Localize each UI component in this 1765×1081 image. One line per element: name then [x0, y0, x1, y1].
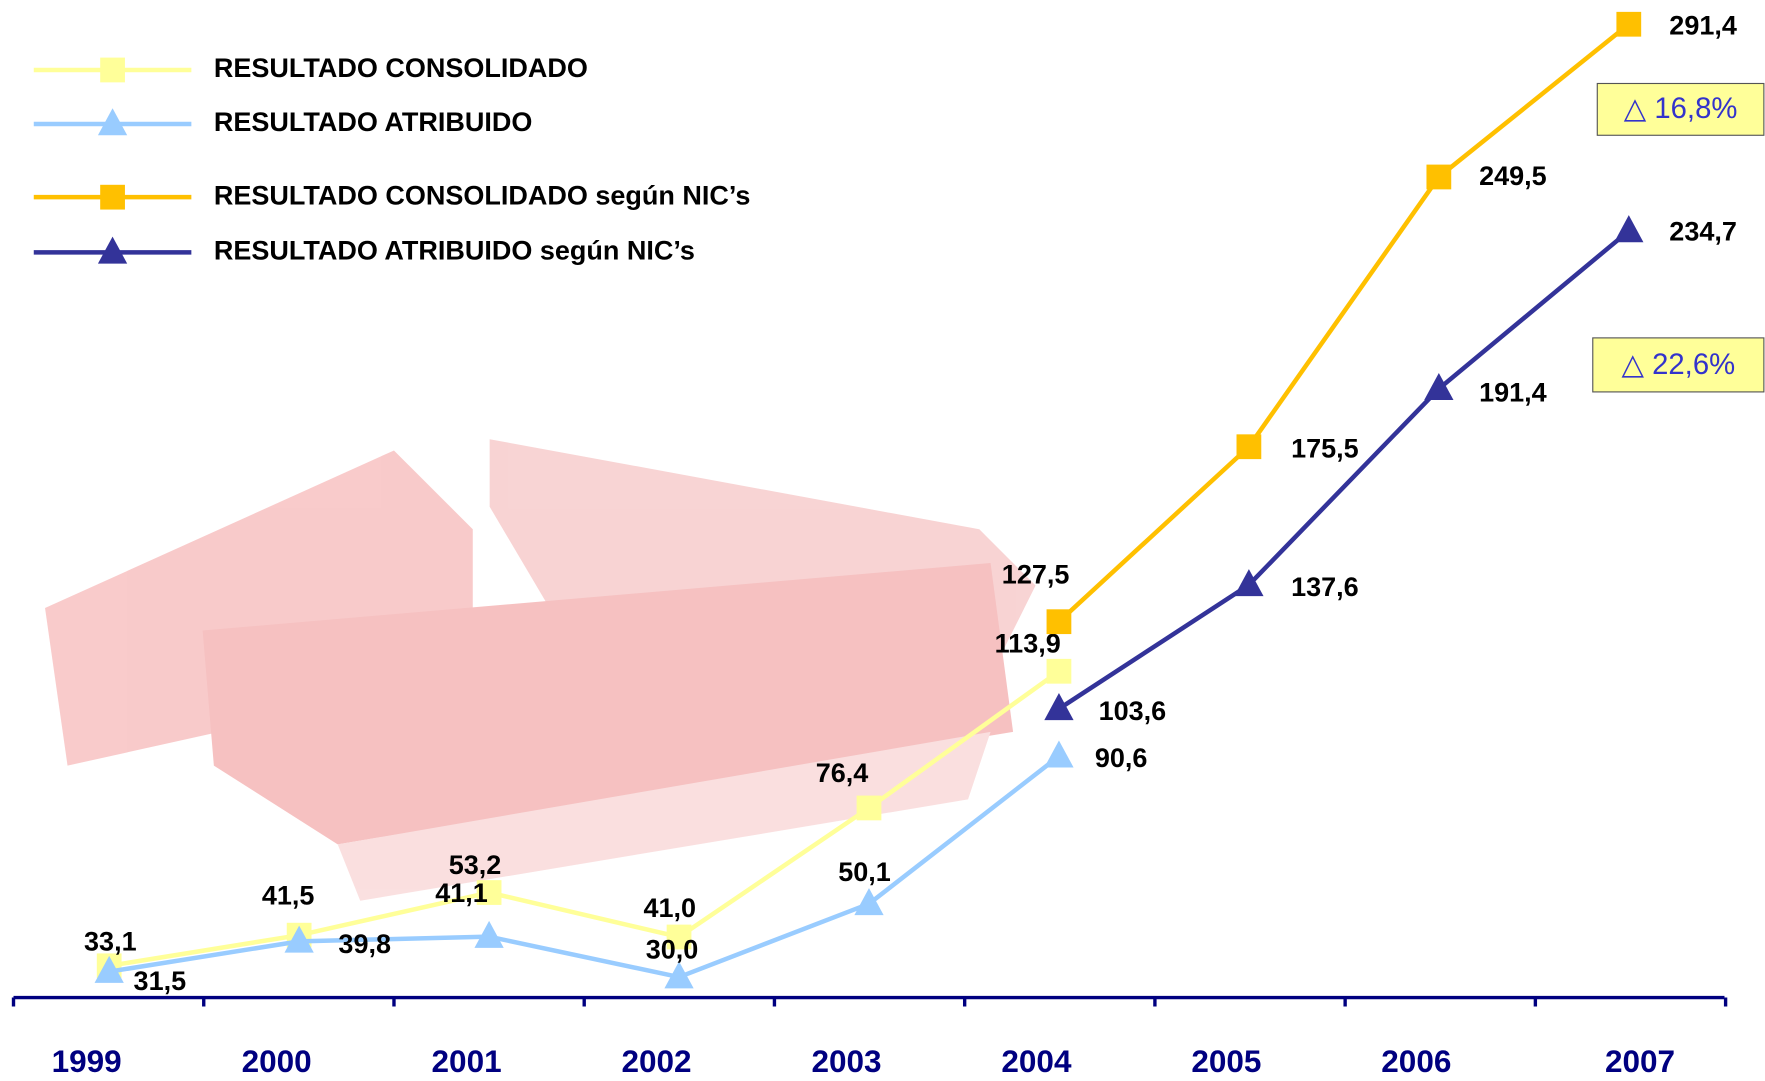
data-label: 39,8	[338, 929, 391, 959]
marker	[94, 955, 124, 983]
data-label: 191,4	[1479, 377, 1547, 407]
marker	[284, 925, 314, 953]
annotation-box	[1596, 82, 1765, 136]
marker	[476, 880, 502, 905]
marker	[97, 236, 128, 264]
marker	[1234, 569, 1264, 597]
marker	[1424, 373, 1454, 401]
annotation: △ 22,6%	[1622, 349, 1736, 381]
x-tick-label: 2002	[621, 1043, 691, 1079]
marker	[1046, 658, 1072, 684]
data-label: 33,1	[84, 927, 137, 957]
x-tick-label: 2006	[1381, 1043, 1451, 1079]
marker	[1614, 215, 1644, 243]
annotation-box	[1592, 337, 1765, 393]
x-tick-label: 1999	[52, 1043, 122, 1079]
legend-label: RESULTADO CONSOLIDADO según NIC’s	[214, 180, 751, 210]
marker	[854, 888, 884, 916]
data-label: 41,1	[435, 878, 488, 908]
data-label: 234,7	[1669, 216, 1737, 246]
background-illustration	[45, 439, 1036, 901]
marker	[100, 57, 125, 83]
marker	[474, 920, 504, 948]
data-label: 41,5	[262, 880, 315, 910]
marker	[664, 961, 694, 989]
legend-label: RESULTADO ATRIBUIDO	[214, 107, 532, 137]
data-label: 175,5	[1291, 434, 1359, 464]
series-line	[1057, 22, 1631, 624]
x-tick-label: 2004	[1001, 1043, 1072, 1079]
marker	[97, 108, 128, 136]
marker	[856, 795, 882, 821]
series-line	[1057, 229, 1631, 711]
annotation: △ 16,8%	[1624, 93, 1738, 125]
legend: RESULTADO CONSOLIDADO RESULTADO ATRIBUIDO…	[33, 53, 751, 265]
marker	[1044, 693, 1074, 721]
data-label: 53,2	[449, 850, 502, 880]
x-tick-label: 2003	[811, 1043, 881, 1079]
x-tick-label: 2005	[1191, 1043, 1261, 1079]
data-label: 50,1	[838, 857, 891, 887]
marker	[1426, 164, 1452, 190]
plot-area: 1999 2000 2001 2002 2003 2004 2005 2006 2007 33,1…	[11, 10, 1765, 1079]
data-label: 291,4	[1669, 10, 1737, 40]
data-label: 249,5	[1479, 161, 1547, 191]
legend-label: RESULTADO ATRIBUIDO según NIC’s	[214, 235, 695, 265]
data-label: 90,6	[1095, 743, 1148, 773]
data-label: 30,0	[646, 934, 699, 964]
data-label: 103,6	[1099, 696, 1167, 726]
legend-label: RESULTADO CONSOLIDADO	[214, 53, 588, 83]
series-line	[108, 754, 1061, 980]
marker	[1044, 740, 1074, 768]
data-label: 137,6	[1291, 572, 1359, 602]
series-line	[108, 669, 1061, 969]
marker	[666, 924, 692, 950]
x-tick-label: 2000	[242, 1043, 312, 1079]
marker	[1616, 11, 1642, 37]
marker	[1236, 434, 1262, 460]
x-tick-label: 2007	[1605, 1043, 1675, 1079]
marker	[100, 184, 125, 210]
data-label: 76,4	[816, 758, 869, 788]
x-tick-label: 2001	[432, 1043, 502, 1079]
data-label: 31,5	[134, 966, 187, 996]
marker	[1046, 609, 1072, 635]
data-label: 127,5	[1002, 560, 1070, 590]
data-label: 41,0	[643, 893, 696, 923]
